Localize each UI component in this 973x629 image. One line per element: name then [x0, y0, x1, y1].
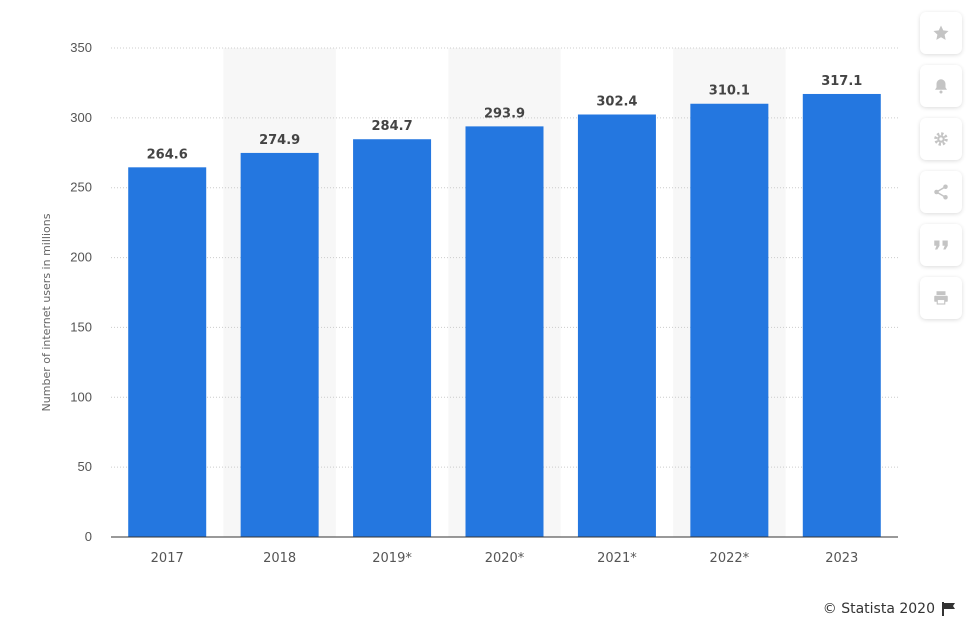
- data-label: 317.1: [821, 74, 862, 89]
- share-button[interactable]: [920, 171, 962, 213]
- source-credit: © Statista 2020: [823, 601, 957, 617]
- data-label: 310.1: [709, 84, 750, 99]
- star-icon: [933, 25, 949, 40]
- x-tick-label: 2022*: [710, 551, 750, 566]
- y-tick-label: 100: [70, 389, 92, 404]
- bar-2019*[interactable]: [353, 139, 432, 537]
- y-tick-label: 0: [85, 529, 92, 544]
- bar-chart: 0 50 100 150 200 250 300 350 264.6 274.9 284.7 293…: [40, 40, 898, 566]
- y-axis-ticks: 0 50 100 150 200 250 300 350: [70, 40, 92, 544]
- x-tick-label: 2019*: [372, 551, 412, 566]
- settings-button[interactable]: [920, 118, 962, 160]
- data-label: 293.9: [484, 106, 525, 121]
- cite-button[interactable]: [920, 224, 962, 266]
- y-tick-label: 250: [70, 180, 92, 195]
- data-labels: 264.6 274.9 284.7 293.9 302.4 310.1 317.1: [147, 74, 863, 162]
- bar-2021*[interactable]: [577, 114, 656, 537]
- y-tick-label: 300: [70, 110, 92, 125]
- bar-2020*[interactable]: [465, 126, 544, 538]
- print-button[interactable]: [920, 277, 962, 319]
- favorite-button[interactable]: [920, 12, 962, 54]
- y-tick-label: 350: [70, 40, 92, 55]
- gear-icon: [934, 132, 948, 146]
- data-label: 302.4: [596, 95, 637, 110]
- data-label: 274.9: [259, 133, 300, 148]
- y-tick-label: 200: [70, 250, 92, 265]
- x-tick-label: 2018: [263, 551, 296, 566]
- bar-2017[interactable]: [128, 167, 207, 538]
- bar-2022*[interactable]: [690, 103, 769, 537]
- quote-icon: [934, 240, 948, 250]
- bar-2018[interactable]: [240, 152, 319, 538]
- notification-button[interactable]: [920, 65, 962, 107]
- bell-icon: [935, 79, 947, 94]
- flag-icon[interactable]: [941, 602, 957, 616]
- data-label: 284.7: [372, 119, 413, 134]
- data-label: 264.6: [147, 147, 188, 162]
- print-icon: [934, 291, 948, 305]
- y-tick-label: 150: [70, 319, 92, 334]
- bars: [128, 93, 881, 538]
- x-tick-label: 2023: [825, 551, 858, 566]
- y-axis-title: Number of internet users in millions: [40, 213, 53, 411]
- share-icon: [934, 184, 948, 200]
- bar-2023[interactable]: [802, 93, 881, 537]
- x-tick-label: 2017: [151, 551, 184, 566]
- x-tick-label: 2021*: [597, 551, 637, 566]
- credit-text[interactable]: © Statista 2020: [822, 601, 935, 617]
- x-tick-label: 2020*: [485, 551, 525, 566]
- side-toolbar: [920, 12, 964, 330]
- x-axis-labels: 2017 2018 2019* 2020* 2021* 2022* 2023: [151, 551, 859, 566]
- y-tick-label: 50: [78, 459, 92, 474]
